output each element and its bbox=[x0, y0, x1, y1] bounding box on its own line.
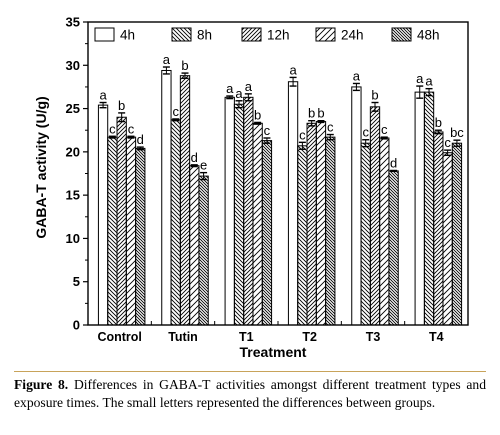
significance-label: c bbox=[362, 125, 369, 140]
bar bbox=[261, 140, 273, 326]
y-tick-label: 10 bbox=[66, 231, 80, 246]
x-axis-label: Treatment bbox=[240, 344, 307, 360]
bar bbox=[414, 91, 425, 326]
bar bbox=[287, 81, 299, 326]
significance-label: e bbox=[200, 158, 207, 173]
significance-label: a bbox=[163, 52, 171, 67]
bar bbox=[198, 175, 209, 326]
y-axis-label: GABA-T activity (U/g) bbox=[33, 96, 49, 238]
plot-frame bbox=[87, 21, 469, 326]
figure-caption: Figure 8. Differences in GABA-T activiti… bbox=[14, 376, 486, 411]
significance-label: a bbox=[353, 68, 361, 83]
y-tick-label: 20 bbox=[66, 144, 80, 159]
bar bbox=[233, 103, 245, 326]
bar bbox=[135, 147, 146, 326]
significance-label: a bbox=[416, 71, 424, 86]
legend-entry: 8h bbox=[197, 28, 212, 43]
bar bbox=[243, 96, 254, 326]
significance-label: b bbox=[181, 58, 188, 73]
legend-entry: 24h bbox=[341, 28, 364, 43]
y-tick-label: 35 bbox=[66, 15, 80, 30]
bar bbox=[297, 145, 308, 326]
bar bbox=[189, 165, 200, 326]
bar bbox=[379, 137, 390, 326]
x-tick-label: Control bbox=[97, 330, 141, 344]
legend-entry: 4h bbox=[120, 28, 135, 43]
legend-swatch bbox=[171, 27, 192, 42]
significance-label: c bbox=[172, 104, 179, 119]
significance-label: a bbox=[235, 86, 243, 101]
x-tick-label: T4 bbox=[429, 330, 444, 344]
y-tick-label: 0 bbox=[73, 318, 80, 333]
significance-label: c bbox=[327, 120, 334, 135]
significance-label: b bbox=[308, 106, 315, 121]
bar bbox=[351, 86, 362, 326]
bar bbox=[433, 131, 444, 326]
bar bbox=[315, 121, 327, 326]
bar bbox=[442, 152, 453, 326]
caption-text: Differences in GABA-T activities amongst… bbox=[14, 377, 487, 410]
significance-label: a bbox=[99, 88, 107, 103]
legend-swatch bbox=[315, 27, 336, 42]
significance-label: c bbox=[128, 121, 135, 136]
legend-swatch bbox=[94, 27, 115, 42]
significance-label: b bbox=[317, 106, 324, 121]
x-tick-label: T1 bbox=[239, 330, 254, 344]
legend-swatch bbox=[241, 27, 262, 42]
significance-label: c bbox=[299, 127, 306, 142]
significance-label: d bbox=[191, 150, 198, 165]
caption-divider bbox=[14, 371, 486, 372]
caption-label: Figure 8. bbox=[14, 377, 69, 392]
bar bbox=[161, 69, 172, 326]
x-tick-label: T2 bbox=[302, 330, 317, 344]
significance-label: a bbox=[245, 79, 253, 94]
legend-swatch bbox=[391, 27, 412, 42]
x-tick-label: Tutin bbox=[168, 330, 198, 344]
bar bbox=[423, 91, 435, 326]
legend-entry: 48h bbox=[417, 28, 440, 43]
significance-label: c bbox=[444, 135, 451, 150]
y-tick-label: 5 bbox=[73, 274, 80, 289]
bar bbox=[451, 142, 463, 326]
bar bbox=[97, 104, 109, 326]
significance-label: d bbox=[137, 132, 144, 147]
significance-label: b bbox=[254, 107, 261, 122]
significance-label: b bbox=[435, 115, 442, 130]
bar bbox=[170, 119, 181, 326]
x-tick-label: T3 bbox=[366, 330, 381, 344]
bar bbox=[107, 136, 118, 326]
bar bbox=[369, 106, 381, 326]
bar bbox=[325, 136, 336, 326]
y-tick-label: 25 bbox=[66, 101, 80, 116]
bar bbox=[125, 136, 137, 326]
significance-label: a bbox=[289, 62, 297, 77]
bar bbox=[179, 75, 191, 326]
significance-label: d bbox=[390, 155, 397, 170]
y-tick-label: 30 bbox=[66, 58, 80, 73]
bar bbox=[388, 170, 399, 326]
bar bbox=[360, 142, 371, 326]
significance-label: b bbox=[118, 98, 125, 113]
significance-label: bc bbox=[450, 125, 464, 140]
bar bbox=[252, 122, 263, 326]
significance-label: c bbox=[109, 121, 116, 136]
significance-label: b bbox=[371, 88, 378, 103]
legend-entry: 12h bbox=[267, 28, 290, 43]
y-tick-label: 15 bbox=[66, 188, 80, 203]
bar bbox=[116, 116, 127, 326]
significance-label: a bbox=[226, 81, 234, 96]
significance-label: c bbox=[381, 122, 388, 137]
significance-label: c bbox=[264, 123, 271, 138]
bar bbox=[224, 96, 235, 326]
significance-label: a bbox=[425, 74, 433, 89]
bar bbox=[306, 122, 317, 326]
